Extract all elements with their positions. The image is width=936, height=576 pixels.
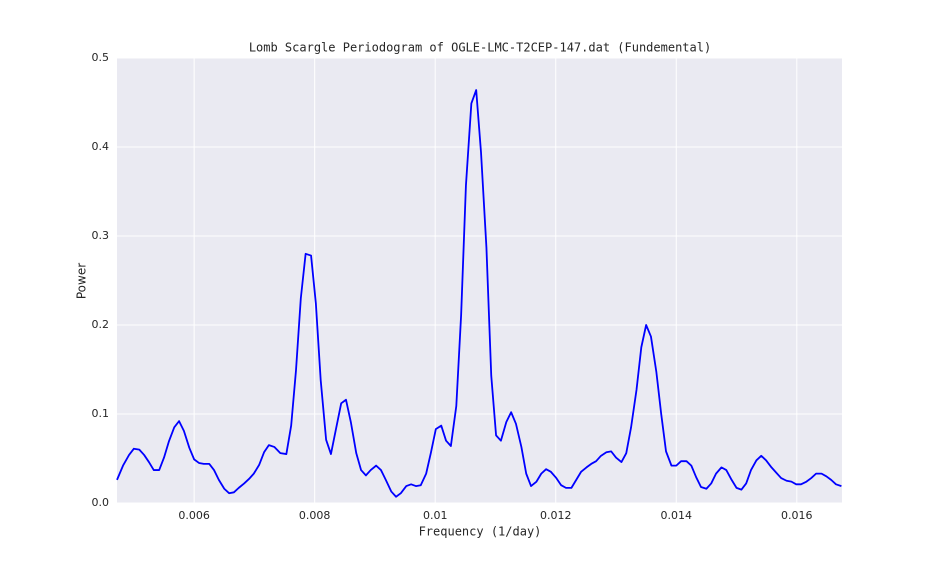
chart-title: Lomb Scargle Periodogram of OGLE-LMC-T2C… xyxy=(249,41,711,55)
x-axis-label: Frequency (1/day) xyxy=(419,525,542,539)
y-tick-label: 0.5 xyxy=(92,51,110,64)
y-tick-label: 0.4 xyxy=(92,140,110,153)
y-tick-label: 0.0 xyxy=(92,496,110,509)
y-axis-label: Power xyxy=(75,263,89,299)
x-tick-label: 0.006 xyxy=(178,509,210,522)
y-tick-label: 0.1 xyxy=(92,407,110,420)
x-tick-label: 0.008 xyxy=(299,509,331,522)
x-tick-label: 0.014 xyxy=(661,509,693,522)
x-tick-label: 0.012 xyxy=(540,509,572,522)
y-tick-label: 0.3 xyxy=(92,229,110,242)
y-tick-label: 0.2 xyxy=(92,318,110,331)
x-tick-label: 0.016 xyxy=(781,509,813,522)
line xyxy=(116,89,842,498)
x-tick-label: 0.01 xyxy=(423,509,448,522)
